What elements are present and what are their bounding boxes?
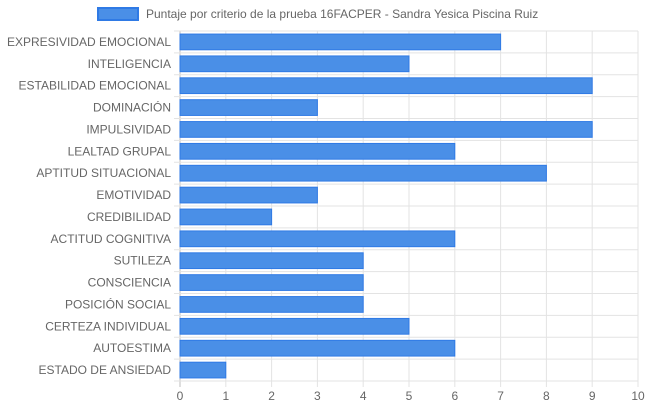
bar[interactable] <box>179 274 364 291</box>
x-tick-label: 6 <box>451 389 458 403</box>
category-label: ESTADO DE ANSIEDAD <box>39 363 172 377</box>
category-label: DOMINACIÓN <box>93 100 171 115</box>
legend[interactable]: Puntaje por criterio de la prueba 16FACP… <box>97 7 538 21</box>
category-label: AUTOESTIMA <box>93 341 171 355</box>
category-label: CREDIBILIDAD <box>87 210 171 224</box>
x-tick-label: 1 <box>222 389 229 403</box>
category-label: CERTEZA INDIVIDUAL <box>45 319 171 333</box>
category-label: INTELIGENCIA <box>88 57 171 71</box>
x-tick-label: 2 <box>268 389 275 403</box>
category-label: IMPULSIVIDAD <box>86 122 171 136</box>
bar[interactable] <box>179 361 227 379</box>
bar[interactable] <box>179 186 318 204</box>
category-label: EXPRESIVIDAD EMOCIONAL <box>7 35 171 49</box>
bar[interactable] <box>179 252 364 270</box>
bar[interactable] <box>179 142 456 160</box>
x-tick-label: 10 <box>631 389 645 403</box>
bar[interactable] <box>179 99 318 116</box>
category-label: POSICIÓN SOCIAL <box>65 296 171 311</box>
bars <box>179 33 593 379</box>
legend-label[interactable]: Puntaje por criterio de la prueba 16FACP… <box>146 7 538 21</box>
category-label: CONSCIENCIA <box>88 276 171 290</box>
bar[interactable] <box>179 230 456 248</box>
category-label: APTITUD SITUACIONAL <box>36 166 171 180</box>
category-label: ACTITUD COGNITIVA <box>51 232 171 246</box>
x-tick-label: 0 <box>177 389 184 403</box>
bar[interactable] <box>179 77 593 95</box>
x-tick-labels: 0 1 2 3 4 5 6 7 8 9 10 <box>177 389 645 403</box>
x-tick-label: 4 <box>360 389 367 403</box>
bar[interactable] <box>179 121 593 138</box>
legend-swatch[interactable] <box>97 7 139 21</box>
x-tick-label: 5 <box>406 389 413 403</box>
bar[interactable] <box>179 33 502 51</box>
category-labels: EXPRESIVIDAD EMOCIONAL INTELIGENCIA ESTABI… <box>7 35 171 377</box>
bar[interactable] <box>179 317 410 335</box>
category-label: SUTILEZA <box>114 254 171 268</box>
category-label: ESTABILIDAD EMOCIONAL <box>19 79 172 93</box>
x-tick-label: 9 <box>589 389 596 403</box>
x-tick-label: 7 <box>497 389 504 403</box>
bar[interactable] <box>179 55 410 73</box>
category-label: EMOTIVIDAD <box>96 188 171 202</box>
bar[interactable] <box>179 208 273 226</box>
category-label: LEALTAD GRUPAL <box>68 144 172 158</box>
bar[interactable] <box>179 339 456 357</box>
bar[interactable] <box>179 164 547 182</box>
x-tick-label: 8 <box>543 389 550 403</box>
x-tick-label: 3 <box>314 389 321 403</box>
bar[interactable] <box>179 296 364 313</box>
